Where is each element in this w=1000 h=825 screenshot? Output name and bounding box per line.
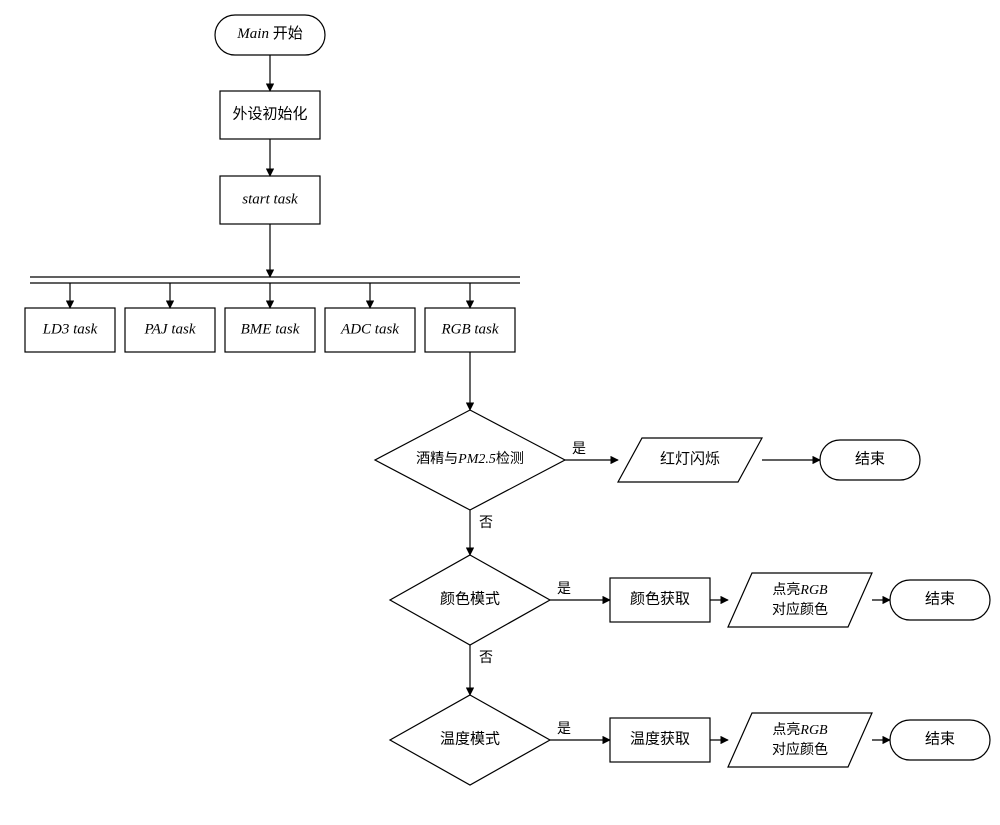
edge-label-no-2: 否 bbox=[479, 651, 493, 666]
label-p1: 红灯闪烁 bbox=[660, 450, 720, 467]
label-p2a: 点亮RGB bbox=[772, 581, 828, 598]
node-light-rgb-temp bbox=[728, 713, 872, 767]
edge-label-yes-3: 是 bbox=[557, 722, 571, 737]
label-p3a: 点亮RGB bbox=[772, 721, 828, 738]
label-adc: ADC task bbox=[340, 321, 399, 337]
label-end2: 结束 bbox=[925, 590, 955, 607]
flowchart-canvas: Main 开始外设初始化 start task LD3 task PAJ task BM… bbox=[0, 0, 1000, 825]
edge-label-no-1: 否 bbox=[479, 516, 493, 531]
label-r2: 颜色获取 bbox=[630, 590, 690, 607]
label-r3: 温度获取 bbox=[630, 730, 690, 747]
label-dec3: 温度模式 bbox=[440, 730, 500, 747]
label-ld3: LD3 task bbox=[42, 321, 98, 337]
label-paj: PAJ task bbox=[144, 321, 196, 337]
edge-label-yes-2: 是 bbox=[557, 582, 571, 597]
label-bme: BME task bbox=[241, 321, 300, 337]
label-init: 外设初始化 bbox=[232, 105, 307, 122]
label-p2b: 对应颜色 bbox=[772, 601, 828, 618]
label-p3b: 对应颜色 bbox=[772, 741, 828, 758]
edge-label-yes-1: 是 bbox=[572, 442, 586, 457]
label-rgb: RGB task bbox=[440, 321, 498, 337]
label-start-task: start task bbox=[242, 191, 298, 207]
label-dec1: 酒精与PM2.5检测 bbox=[416, 451, 524, 467]
label-end1: 结束 bbox=[855, 450, 885, 467]
label-dec2: 颜色模式 bbox=[440, 590, 500, 607]
node-light-rgb-color bbox=[728, 573, 872, 627]
label-main-start: Main 开始 bbox=[236, 25, 302, 42]
label-end3: 结束 bbox=[925, 730, 955, 747]
